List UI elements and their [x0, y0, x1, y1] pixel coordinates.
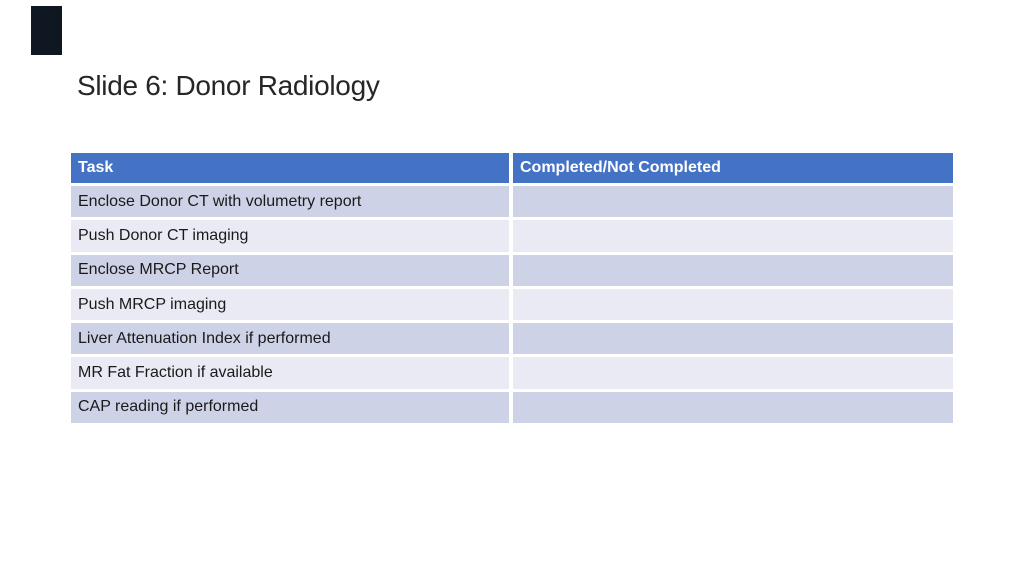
task-cell: CAP reading if performed [71, 391, 513, 424]
column-header-task: Task [71, 153, 513, 183]
column-header-completed: Completed/Not Completed [520, 159, 721, 176]
table-row: Enclose Donor CT with volumetry report [71, 183, 953, 218]
completed-cell [513, 186, 953, 217]
table-row: Enclose MRCP Report [71, 251, 953, 286]
completed-cell [513, 289, 953, 320]
completed-cell [513, 220, 953, 251]
task-cell: Push MRCP imaging [71, 288, 513, 321]
corner-mark [31, 6, 62, 55]
completed-cell [513, 392, 953, 423]
page-title: Slide 6: Donor Radiology [77, 70, 380, 101]
table-header-row: Task Completed/Not Completed [71, 153, 953, 183]
completed-cell [513, 323, 953, 354]
task-table: Task Completed/Not Completed Enclose Don… [71, 153, 953, 424]
completed-cell [513, 357, 953, 388]
table-row: Liver Attenuation Index if performed [71, 320, 953, 355]
task-cell: Liver Attenuation Index if performed [71, 323, 513, 355]
task-cell: MR Fat Fraction if available [71, 357, 513, 389]
table-row: Push MRCP imaging [71, 285, 953, 321]
task-cell: Enclose Donor CT with volumetry report [71, 186, 513, 218]
task-cell: Enclose MRCP Report [71, 254, 513, 286]
task-cell: Push Donor CT imaging [71, 220, 513, 252]
table-row: Push Donor CT imaging [71, 217, 953, 252]
table-row: CAP reading if performed [71, 388, 953, 424]
completed-cell [513, 255, 953, 286]
table-row: MR Fat Fraction if available [71, 354, 953, 389]
